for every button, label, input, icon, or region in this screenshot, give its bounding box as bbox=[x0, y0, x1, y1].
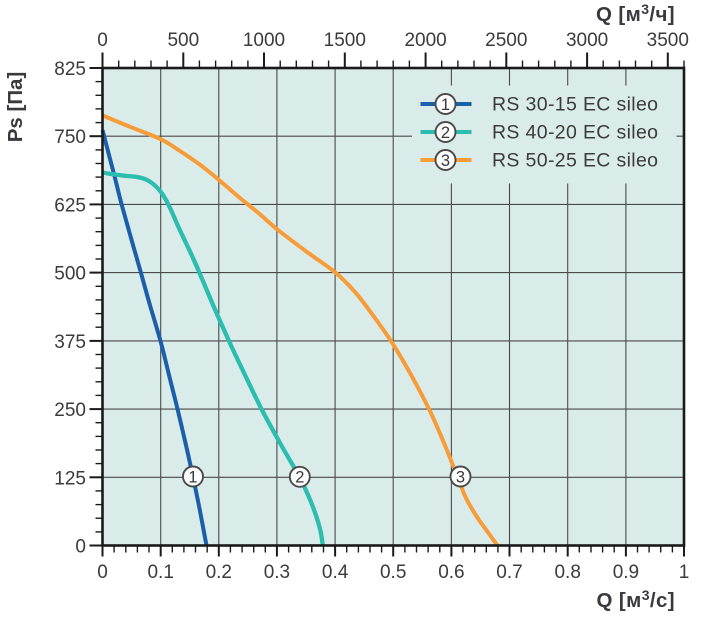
svg-text:3000: 3000 bbox=[566, 30, 608, 51]
svg-text:1: 1 bbox=[441, 96, 450, 114]
svg-text:2000: 2000 bbox=[404, 30, 446, 51]
svg-text:1000: 1000 bbox=[243, 30, 285, 51]
svg-text:375: 375 bbox=[54, 332, 86, 353]
svg-text:3500: 3500 bbox=[647, 30, 689, 51]
svg-text:125: 125 bbox=[54, 468, 86, 489]
svg-text:3: 3 bbox=[441, 152, 450, 170]
svg-text:0.4: 0.4 bbox=[322, 562, 349, 583]
svg-text:RS 50-25 EC sileo: RS 50-25 EC sileo bbox=[492, 150, 658, 172]
svg-text:2: 2 bbox=[295, 469, 304, 487]
svg-text:1: 1 bbox=[188, 468, 197, 486]
svg-text:500: 500 bbox=[167, 30, 199, 51]
svg-text:Q [м3/ч]: Q [м3/ч] bbox=[596, 1, 675, 26]
svg-text:1500: 1500 bbox=[324, 30, 366, 51]
svg-text:RS 40-20 EC sileo: RS 40-20 EC sileo bbox=[492, 122, 658, 144]
svg-text:1: 1 bbox=[679, 562, 690, 583]
svg-text:0: 0 bbox=[97, 562, 108, 583]
svg-text:0.7: 0.7 bbox=[496, 562, 522, 583]
svg-text:825: 825 bbox=[54, 59, 86, 80]
svg-text:0: 0 bbox=[75, 537, 86, 558]
svg-text:0.9: 0.9 bbox=[613, 562, 639, 583]
svg-text:750: 750 bbox=[54, 127, 86, 148]
svg-text:0.8: 0.8 bbox=[554, 562, 580, 583]
svg-text:500: 500 bbox=[54, 264, 86, 285]
svg-text:625: 625 bbox=[54, 195, 86, 216]
svg-text:0.3: 0.3 bbox=[264, 562, 290, 583]
svg-text:0: 0 bbox=[97, 30, 108, 51]
svg-text:250: 250 bbox=[54, 400, 86, 421]
svg-text:RS 30-15 EC sileo: RS 30-15 EC sileo bbox=[492, 94, 658, 116]
svg-text:2500: 2500 bbox=[485, 30, 527, 51]
svg-text:Q [м3/с]: Q [м3/с] bbox=[596, 587, 675, 612]
svg-text:0.5: 0.5 bbox=[380, 562, 406, 583]
svg-text:0.2: 0.2 bbox=[206, 562, 232, 583]
svg-text:2: 2 bbox=[441, 124, 450, 142]
svg-text:Ps [Па]: Ps [Па] bbox=[4, 72, 27, 143]
svg-text:3: 3 bbox=[456, 468, 465, 486]
svg-text:0.6: 0.6 bbox=[438, 562, 464, 583]
svg-text:0.1: 0.1 bbox=[147, 562, 173, 583]
